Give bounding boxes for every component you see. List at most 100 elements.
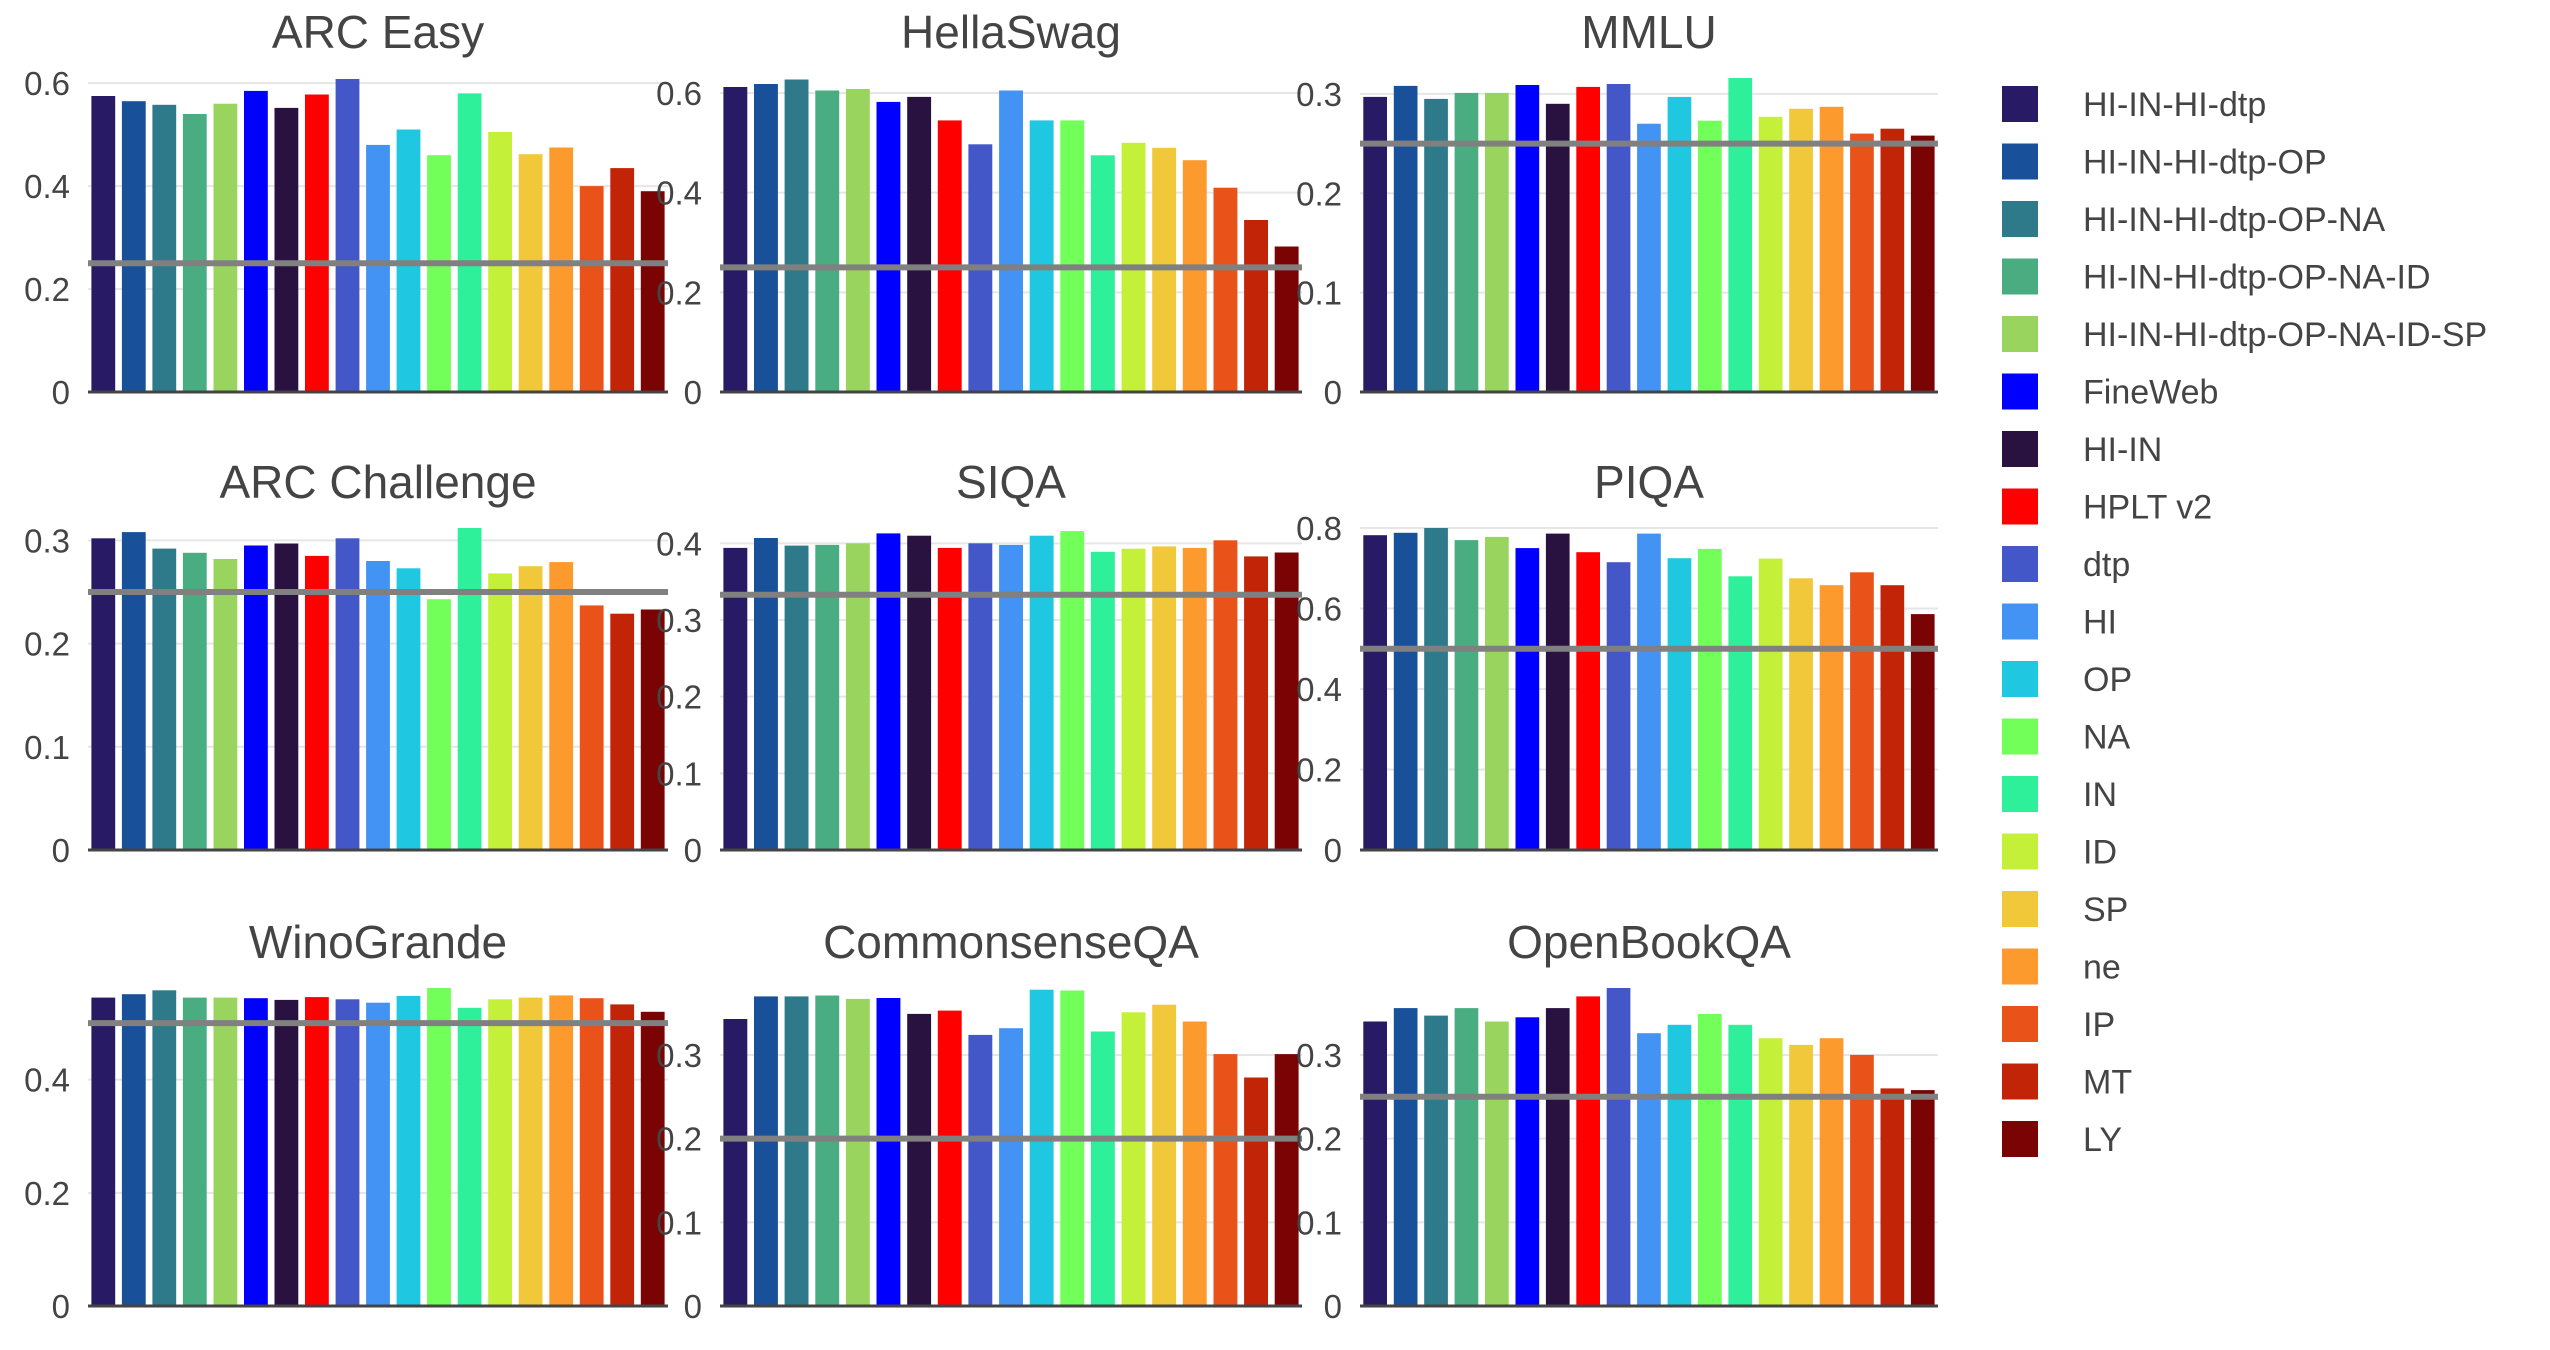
bar-MT	[1880, 1088, 1905, 1306]
y-tick-label: 0.4	[24, 1062, 70, 1099]
panel-siqa: SIQA 0 0.1 0.2 0.3 0.4	[656, 456, 1302, 869]
bar-FineWeb	[1515, 1017, 1540, 1306]
bar-HPLT v2	[1576, 996, 1600, 1306]
bar-HI-IN-HI-dtp-OP-NA	[1424, 98, 1448, 393]
legend-item: HPLT v2	[2002, 488, 2212, 527]
panel-title: HellaSwag	[901, 6, 1121, 58]
bar-HI-IN-HI-dtp-OP	[754, 84, 778, 392]
bar-SP	[518, 566, 543, 850]
legend-label: HI-IN-HI-dtp-OP	[2083, 144, 2327, 182]
bar-dtp	[1606, 84, 1631, 392]
bar-FineWeb	[876, 101, 901, 393]
bar-MT	[1244, 220, 1268, 392]
bar-NA	[1060, 120, 1085, 393]
bar-LY	[1910, 1090, 1935, 1306]
bar-HI-IN-HI-dtp-OP-NA-ID	[182, 114, 207, 392]
bar-ID	[1758, 116, 1783, 393]
bar-SP	[518, 154, 543, 392]
y-tick-label: 0.3	[1296, 1037, 1342, 1074]
bar-NA	[1698, 548, 1722, 850]
bar-HI-IN-HI-dtp	[1363, 96, 1387, 393]
legend-label: ID	[2083, 834, 2117, 872]
bar-ID	[1758, 1038, 1783, 1306]
bar-ne	[549, 995, 574, 1306]
bar-dtp	[1606, 988, 1631, 1306]
y-tick-label: 0	[684, 1288, 702, 1325]
y-tick-label: 0.2	[24, 1175, 70, 1212]
bar-HI-IN-HI-dtp	[91, 538, 116, 850]
bar-ne	[1819, 1038, 1844, 1306]
bar-IP	[1213, 1054, 1238, 1306]
bar-IP	[579, 605, 604, 850]
bar-HI	[999, 90, 1023, 392]
y-tick-label: 0.2	[1296, 175, 1342, 212]
bar-ID	[1758, 558, 1783, 850]
bar-IN	[1728, 1024, 1753, 1306]
panel-title: OpenBookQA	[1507, 916, 1791, 968]
bar-HI-IN-HI-dtp-OP-NA-ID	[182, 997, 207, 1306]
y-tick-label: 0	[52, 374, 70, 411]
y-tick-label: 0.3	[1296, 76, 1342, 113]
bar-OP	[396, 995, 421, 1306]
bar-dtp	[335, 999, 360, 1306]
bar-HI-IN-HI-dtp	[1363, 535, 1387, 850]
legend-label: ne	[2083, 949, 2121, 987]
bar-HI-IN	[274, 107, 299, 393]
bar-dtp	[968, 543, 993, 850]
bar-HI-IN-HI-dtp-OP-NA	[152, 548, 177, 850]
y-tick-label: 0.1	[1296, 275, 1342, 312]
legend-item: HI	[2002, 603, 2117, 642]
legend-swatch	[2002, 776, 2038, 812]
bar-HI-IN	[907, 1013, 932, 1306]
bar-ID	[1121, 1012, 1146, 1306]
bar-ID	[488, 999, 512, 1306]
bar-HI	[366, 561, 390, 850]
legend-swatch	[2002, 488, 2038, 525]
y-tick-label: 0	[1324, 1288, 1342, 1325]
bar-IN	[1090, 551, 1115, 850]
bar-HI	[366, 144, 390, 392]
panel-piqa: PIQA 0 0.2 0.4 0.6 0.8	[1296, 456, 1938, 869]
bar-SP	[1789, 578, 1813, 850]
bar-ID	[1121, 548, 1146, 850]
legend-swatch	[2002, 546, 2038, 582]
bar-IN	[1728, 576, 1753, 850]
legend-item: FineWeb	[2002, 373, 2218, 412]
bar-NA	[427, 988, 451, 1306]
bar-NA	[427, 599, 451, 850]
legend-item: ne	[2002, 948, 2121, 987]
bar-LY	[1274, 552, 1299, 850]
bar-dtp	[335, 538, 360, 850]
bar-HI-IN	[1545, 103, 1570, 393]
legend-swatch	[2002, 1063, 2038, 1100]
legend-item: NA	[2002, 718, 2131, 757]
bar-HI-IN-HI-dtp-OP-NA-ID-SP	[845, 998, 870, 1306]
y-tick-label: 0.2	[1296, 1121, 1342, 1158]
bar-HI-IN-HI-dtp-OP-NA	[152, 990, 177, 1306]
legend-label: dtp	[2083, 546, 2130, 584]
legend-swatch	[2002, 431, 2038, 467]
legend-label: HI-IN	[2083, 431, 2162, 469]
legend-item: HI-IN-HI-dtp-OP	[2002, 143, 2327, 182]
bar-IN	[457, 1007, 482, 1306]
bar-IP	[1213, 187, 1238, 392]
bar-OP	[1029, 989, 1054, 1306]
bar-NA	[427, 155, 451, 392]
panel-openbookqa: OpenBookQA 0 0.1 0.2 0.3	[1296, 916, 1938, 1325]
bar-FineWeb	[1515, 85, 1540, 392]
bar-HI-IN-HI-dtp-OP-NA	[784, 996, 809, 1306]
bar-OP	[1029, 535, 1054, 850]
panel-arc-easy: ARC Easy 0 0.2 0.4 0.6	[24, 6, 668, 411]
y-tick-label: 0	[52, 1288, 70, 1325]
y-tick-label: 0.1	[24, 729, 70, 766]
bar-HI-IN-HI-dtp-OP	[1393, 85, 1418, 393]
bar-HI-IN-HI-dtp-OP	[754, 538, 778, 850]
y-tick-label: 0	[52, 832, 70, 869]
legend-label: SP	[2083, 891, 2128, 929]
legend-item: HI-IN-HI-dtp-OP-NA-ID-SP	[2002, 316, 2487, 354]
y-tick-label: 0	[684, 832, 702, 869]
panel-arc-challenge: ARC Challenge 0 0.1 0.2 0.3	[24, 456, 668, 869]
legend-item: HI-IN-HI-dtp-OP-NA	[2002, 201, 2386, 239]
legend-item: dtp	[2002, 546, 2130, 584]
legend-item: LY	[2002, 1121, 2122, 1159]
